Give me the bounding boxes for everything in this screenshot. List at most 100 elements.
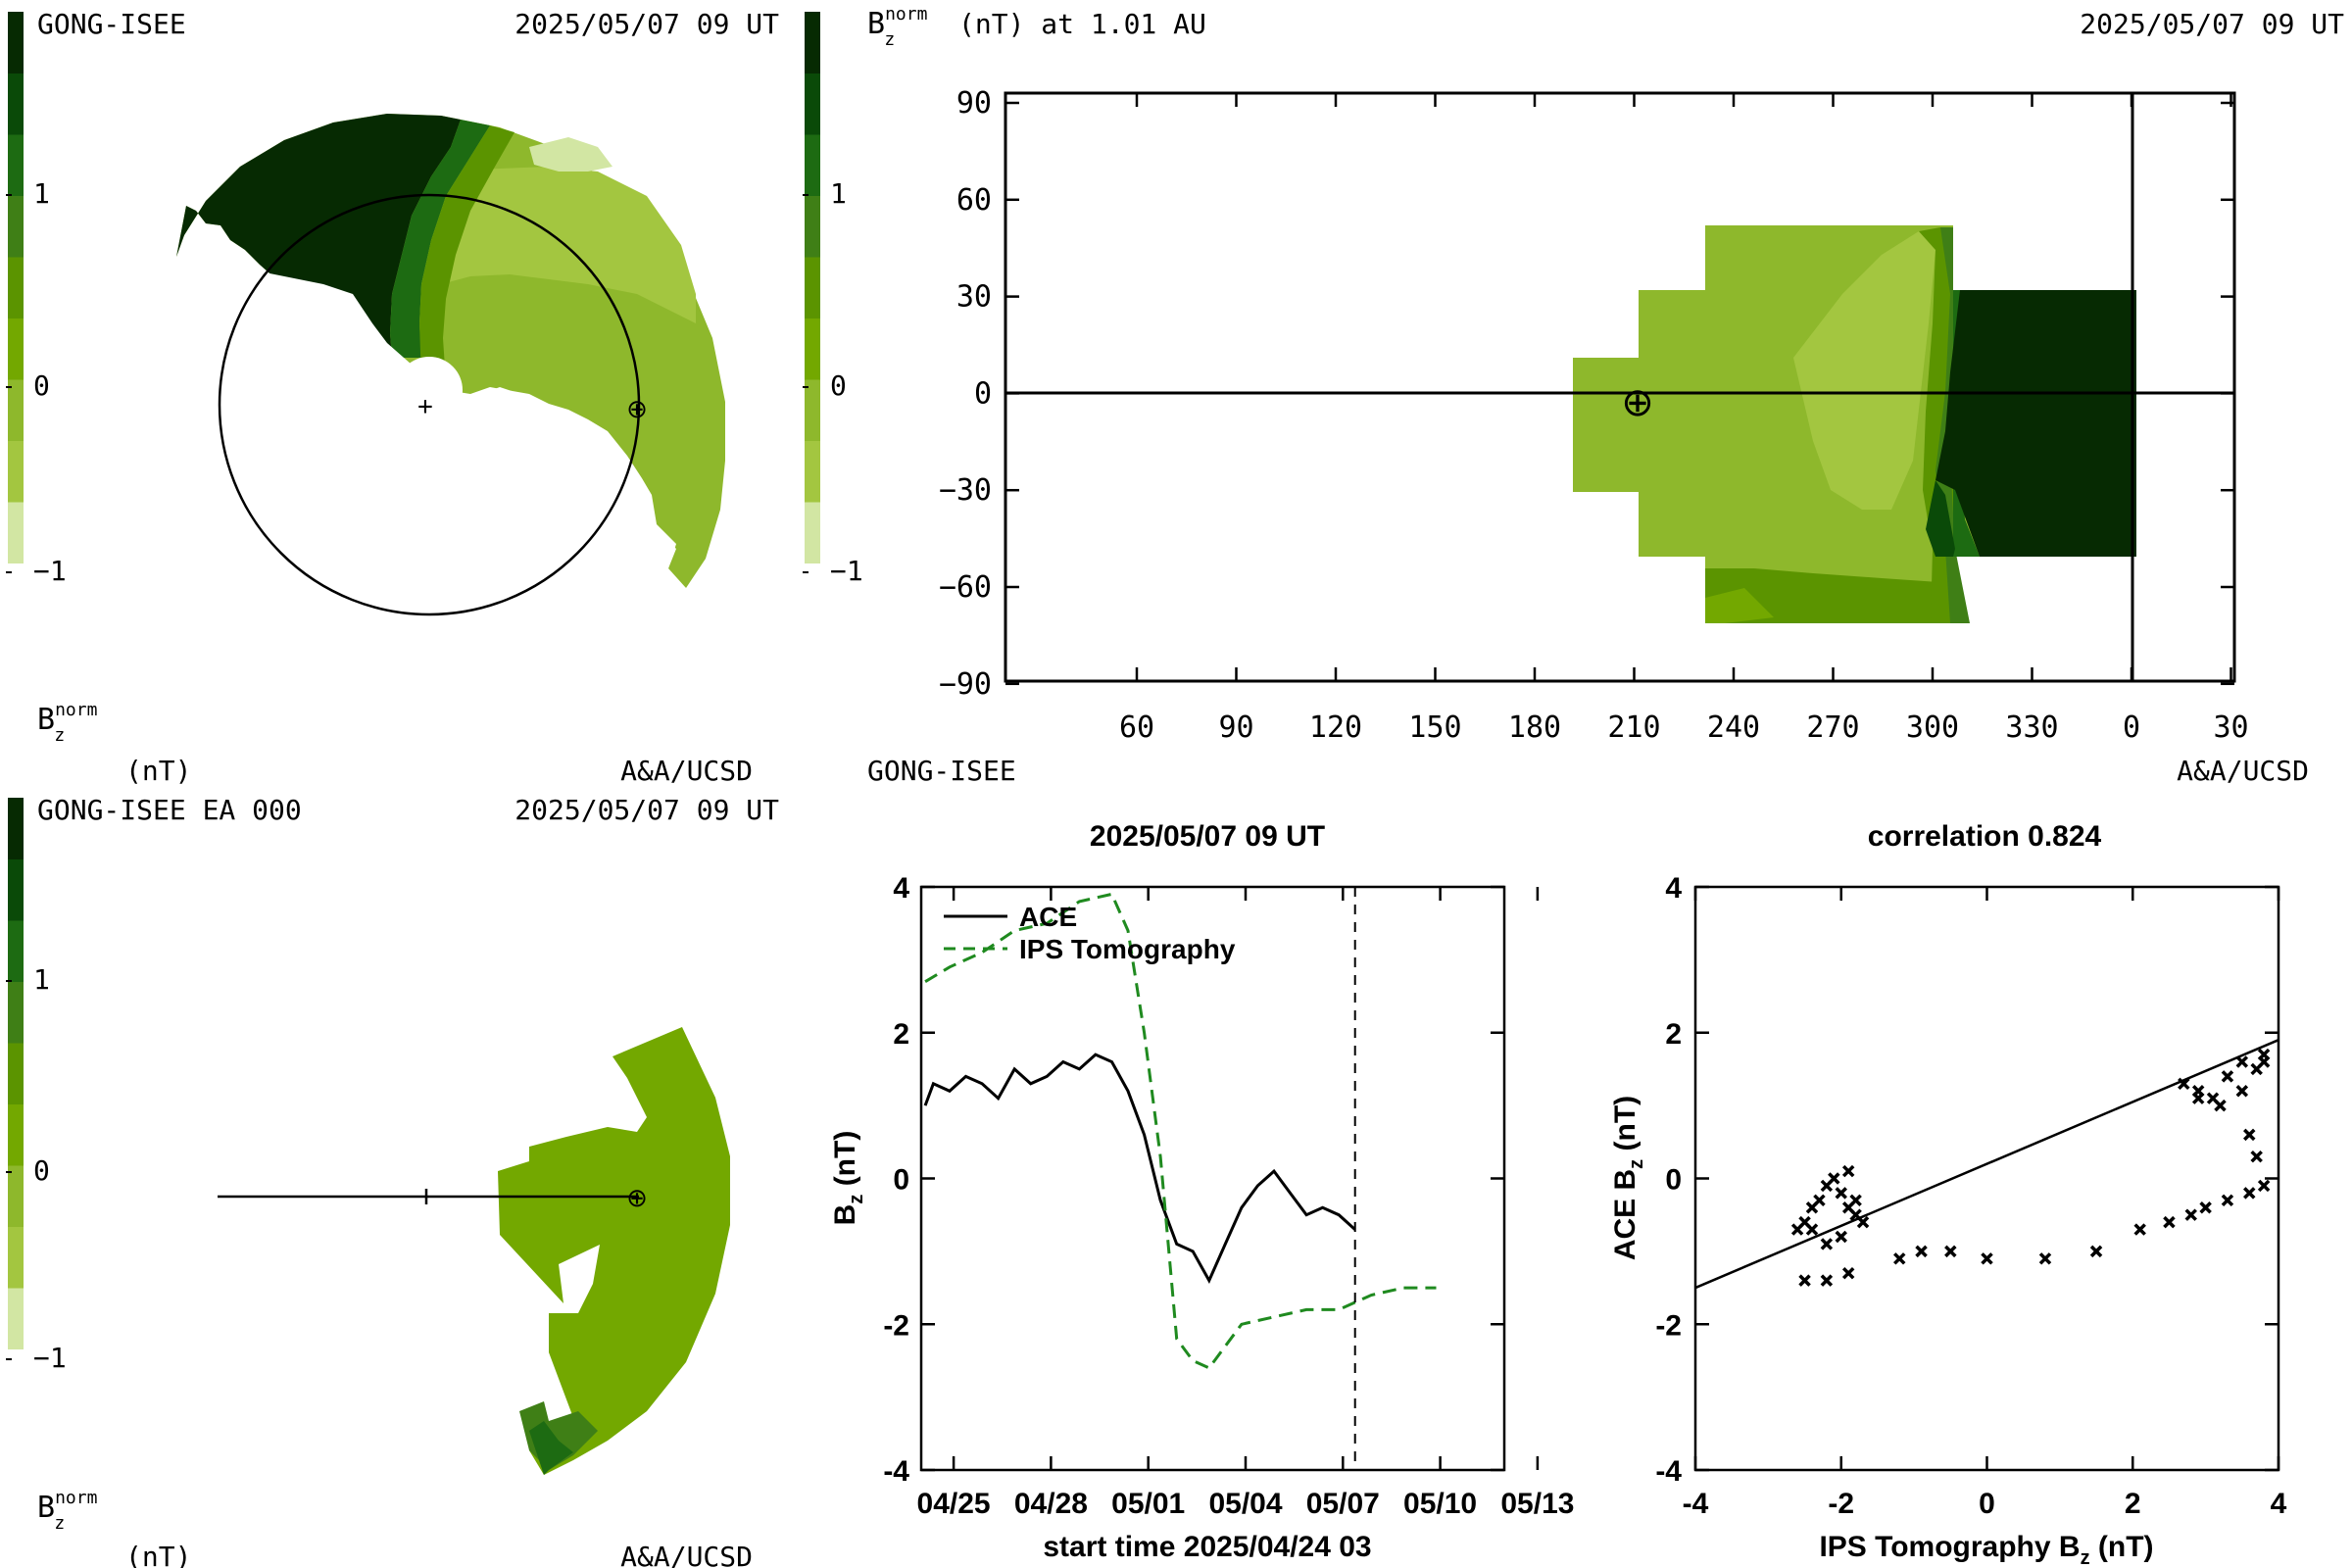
field-south-dark bbox=[1705, 568, 1953, 623]
scatter-point bbox=[2178, 1077, 2190, 1091]
sun-marker: + bbox=[417, 392, 433, 421]
sc-x-tick-label: -4 bbox=[1683, 1488, 1709, 1520]
scatter-point bbox=[2089, 1245, 2103, 1258]
ea-map: ⊕ bbox=[218, 1027, 730, 1475]
map-x-tick-label: 120 bbox=[1309, 710, 1362, 745]
scatter-point bbox=[2163, 1215, 2176, 1229]
map-credit: A&A/UCSD bbox=[2177, 755, 2309, 787]
colorbar-tick-label: −1 bbox=[33, 555, 67, 587]
scatter-point bbox=[2133, 1223, 2146, 1236]
field-dark-edge bbox=[1926, 480, 1955, 557]
map-x-tick-label: 240 bbox=[1707, 710, 1760, 745]
ecliptic-map: + ⊕ bbox=[176, 114, 725, 616]
ts-x-tick-label: 04/28 bbox=[1014, 1488, 1088, 1520]
colorbar-top-left: 1 0 −1 bbox=[6, 12, 67, 587]
ea-unit-label: (nT) bbox=[125, 1541, 191, 1568]
map-y-tick-label: −30 bbox=[939, 473, 992, 508]
colorbar-segment bbox=[805, 318, 820, 380]
scatter-point bbox=[2191, 1092, 2205, 1104]
colorbar-segment bbox=[8, 440, 24, 503]
field-light bbox=[1793, 231, 1936, 510]
ea-region-green bbox=[498, 1027, 730, 1475]
map-y-tick-label: 30 bbox=[956, 280, 992, 315]
colorbar-tick-label: −1 bbox=[33, 1342, 67, 1374]
scatter-point bbox=[2235, 1055, 2249, 1068]
sc-y-tick-label: -4 bbox=[1655, 1455, 1682, 1488]
colorbar-segment bbox=[8, 1288, 24, 1349]
map-date: 2025/05/07 09 UT bbox=[2080, 8, 2344, 40]
colorbar-segment bbox=[8, 798, 24, 859]
colorbar-segment bbox=[8, 73, 24, 135]
scatter-point bbox=[2221, 1070, 2234, 1083]
colorbar-segment bbox=[8, 195, 24, 258]
scatter-point bbox=[1944, 1245, 1957, 1258]
ts-legend: ACE IPS Tomography bbox=[944, 902, 1236, 964]
ts-title: 2025/05/07 09 UT bbox=[1090, 820, 1325, 853]
scatter-point bbox=[2250, 1150, 2263, 1163]
map-x-tick-label: 180 bbox=[1508, 710, 1561, 745]
colorbar-segment bbox=[8, 12, 24, 74]
colorbar-segment bbox=[805, 134, 820, 196]
credit-label: A&A/UCSD bbox=[620, 755, 753, 787]
colorbar-segment bbox=[8, 1103, 24, 1166]
scatter-point bbox=[1915, 1245, 1928, 1258]
scatter-point bbox=[1805, 1223, 1819, 1236]
scatter-point bbox=[1798, 1274, 1811, 1287]
colorbar-tick-label: 1 bbox=[830, 177, 847, 210]
sc-x-tick-label: 4 bbox=[2271, 1488, 2287, 1520]
fit-line bbox=[1694, 1039, 2279, 1290]
legend-ace: ACE bbox=[1019, 902, 1077, 932]
map-y-tick-label: −60 bbox=[939, 570, 992, 605]
scatter-point bbox=[2214, 1099, 2227, 1112]
colorbar-segment bbox=[805, 257, 820, 318]
ts-series bbox=[923, 887, 1437, 1470]
date-label: 2025/05/07 09 UT bbox=[514, 8, 779, 40]
colorbar-top-right: 1 0 −1 bbox=[803, 12, 863, 587]
colorbar-segment bbox=[8, 318, 24, 380]
sc-x-tick-label: -2 bbox=[1828, 1488, 1854, 1520]
ts-y-tick-label: -4 bbox=[883, 1455, 909, 1488]
ts-axes: 4 2 0 -2 -404/25 04/28 05/01 05/04 05/07 05/10 05/… bbox=[883, 872, 1574, 1520]
colorbar-segment bbox=[8, 257, 24, 318]
unit-label: (nT) bbox=[125, 755, 191, 787]
scatter-point bbox=[2243, 1128, 2256, 1142]
ts-x-tick-label: 05/10 bbox=[1403, 1488, 1477, 1520]
panel-latlon-map: 1 0 −1 Bnorm z (nT) at 1.01 AU 2025/05/07 0… bbox=[803, 4, 2344, 787]
field-dark-east bbox=[1936, 290, 2136, 557]
sc-title: correlation 0.824 bbox=[1868, 820, 2102, 853]
map-source: GONG-ISEE bbox=[867, 755, 1016, 787]
map-x-tick-label: 300 bbox=[1906, 710, 1959, 745]
scatter-point bbox=[2257, 1055, 2271, 1068]
region-dark-transition bbox=[390, 120, 490, 358]
ea-date-label: 2025/05/07 09 UT bbox=[514, 794, 779, 826]
map-x-tick-label: 150 bbox=[1408, 710, 1461, 745]
sc-x-label: IPS Tomography Bz (nT) bbox=[1819, 1531, 2153, 1568]
source-label: GONG-ISEE bbox=[37, 8, 186, 40]
map-y-tick-label: 90 bbox=[956, 86, 992, 121]
region-cutout bbox=[225, 265, 686, 598]
sc-y-label: ACE Bz (nT) bbox=[1609, 1096, 1647, 1260]
map-y-tick-label: −90 bbox=[939, 667, 992, 702]
scatter-point bbox=[2243, 1187, 2256, 1200]
sc-y-tick-label: 0 bbox=[1665, 1164, 1682, 1197]
sc-axes: 4 2 0 -2 -4-4 -2 0 2 4 bbox=[1655, 872, 2286, 1520]
ea-bz-norm-symbol: Bnorm z bbox=[37, 1488, 97, 1534]
colorbar-segment bbox=[8, 1043, 24, 1104]
map-y-tick-label: 0 bbox=[974, 376, 992, 411]
scatter-point bbox=[1820, 1274, 1834, 1287]
colorbar-segment bbox=[8, 858, 24, 921]
scatter-point bbox=[1841, 1164, 1855, 1178]
panel-ecliptic-ea: 1 0 −1 GONG-ISEE EA 000 2025/05/07 09 UT B… bbox=[6, 794, 779, 1568]
map-x-tick-label: 210 bbox=[1607, 710, 1660, 745]
colorbar-tick-label: 1 bbox=[33, 963, 50, 996]
ts-x-tick-label: 05/01 bbox=[1111, 1488, 1185, 1520]
ts-x-tick-label: 05/13 bbox=[1500, 1488, 1574, 1520]
ea-source-label: GONG-ISEE EA 000 bbox=[37, 794, 302, 826]
map-frame bbox=[1004, 91, 2236, 683]
ea-credit-label: A&A/UCSD bbox=[620, 1541, 753, 1568]
sun-disk bbox=[396, 357, 463, 423]
scatter-point bbox=[2184, 1208, 2197, 1221]
bz-norm-symbol-top: Bnorm z bbox=[867, 4, 927, 50]
colorbar-segment bbox=[8, 1165, 24, 1227]
